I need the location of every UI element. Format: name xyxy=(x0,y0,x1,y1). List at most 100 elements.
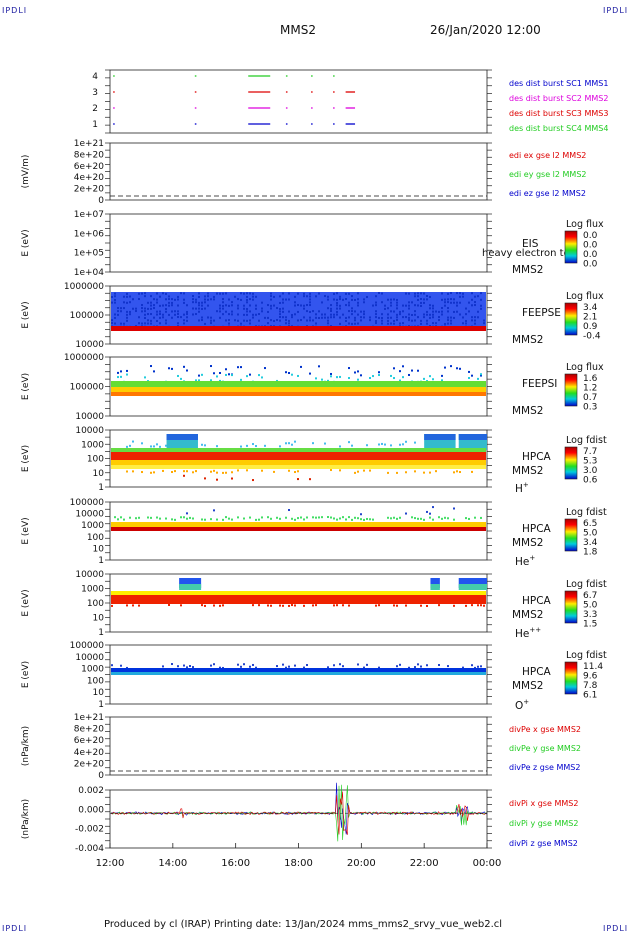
hpca-he-sparse xyxy=(336,518,338,521)
legend-label: des dist burst SC4 MMS4 xyxy=(509,124,608,133)
feepse-noise xyxy=(393,310,395,313)
corner-label-top-left: IPDLI xyxy=(2,6,28,15)
hpca-he-sparse xyxy=(117,518,119,521)
hpca-o-sparse xyxy=(162,665,164,668)
feepse-noise xyxy=(282,301,284,304)
feepse-noise xyxy=(456,292,458,295)
x-tick-label: 18:00 xyxy=(284,858,313,869)
hpca-o-sparse xyxy=(366,663,368,666)
feepsi-sparse xyxy=(285,371,287,374)
feepse-noise xyxy=(336,298,338,301)
hpca-he-sparse xyxy=(429,512,431,515)
feepse-noise xyxy=(207,304,209,307)
feepsi-sparse xyxy=(399,379,401,382)
hpca-h-patch xyxy=(424,434,456,440)
hpca-o-sparse xyxy=(183,664,185,667)
hpca-h-sparse xyxy=(186,470,188,473)
x-tick-label: 12:00 xyxy=(96,858,125,869)
hpca-h-sparse xyxy=(231,477,233,480)
hpca-h-sparse xyxy=(294,471,296,474)
feepse-noise xyxy=(345,298,347,301)
legend-label: divPi z gse MMS2 xyxy=(509,839,578,848)
hpca-he-sparse xyxy=(441,517,443,520)
y-tick-label: 1 xyxy=(98,628,104,638)
feepse-noise xyxy=(162,304,164,307)
feepse-noise xyxy=(270,307,272,310)
hpca-hepp-sparse xyxy=(219,604,221,607)
hpca-o-sparse xyxy=(480,665,482,668)
feepse-noise xyxy=(270,292,272,295)
feepse-noise xyxy=(444,301,446,304)
y-tick-label: 100 xyxy=(87,676,104,686)
feepse-noise xyxy=(177,322,179,325)
feepse-noise xyxy=(249,319,251,322)
feepsi-sparse xyxy=(153,370,155,373)
hpca-he-sparse xyxy=(411,516,413,519)
hpca-h-sparse xyxy=(237,469,239,472)
feepse-noise xyxy=(303,304,305,307)
hpca-he-sparse xyxy=(387,516,389,519)
hpca-hepp-sparse xyxy=(483,604,485,607)
feepse-noise xyxy=(339,322,341,325)
feepse-noise xyxy=(234,295,236,298)
feepse-noise xyxy=(426,310,428,313)
feepsi-sparse xyxy=(393,367,395,370)
feepse-noise xyxy=(321,313,323,316)
hpca-h-sparse xyxy=(339,469,341,472)
instrument-label: HPCA xyxy=(522,523,552,535)
feepse-noise xyxy=(252,292,254,295)
hpca-o-sparse xyxy=(126,666,128,669)
hpca-o-band xyxy=(111,668,486,672)
feepsi-sparse xyxy=(456,367,458,370)
feepse-noise xyxy=(285,298,287,301)
feepse-noise xyxy=(177,310,179,313)
feepse-noise xyxy=(348,316,350,319)
feepsi-sparse xyxy=(150,365,152,368)
hpca-h-sparse xyxy=(156,443,158,446)
feepse-noise xyxy=(255,295,257,298)
hpca-he-sparse xyxy=(453,507,455,510)
colorbar-title: Log fdist xyxy=(566,507,607,518)
feepse-noise xyxy=(465,313,467,316)
feepsi-sparse xyxy=(210,379,212,382)
feepse-noise xyxy=(363,310,365,313)
feepse-noise xyxy=(195,301,197,304)
feepsi-sparse xyxy=(393,377,395,380)
hpca-h-sparse xyxy=(192,471,194,474)
feepse-noise xyxy=(174,298,176,301)
feepse-noise xyxy=(144,295,146,298)
feepse-noise xyxy=(309,301,311,304)
hpca-h-sparse xyxy=(141,471,143,474)
hpca-he-sparse xyxy=(303,518,305,521)
feepse-noise xyxy=(414,319,416,322)
hpca-h-sparse xyxy=(366,444,368,447)
hpca-h-sparse xyxy=(288,469,290,472)
feepse-noise xyxy=(114,292,116,295)
hpca-he-sparse xyxy=(213,509,215,512)
feepse-noise xyxy=(303,316,305,319)
legend-label: des dist burst SC2 MMS2 xyxy=(509,94,608,103)
feepsi-sparse xyxy=(423,377,425,380)
hpca-h-sparse xyxy=(435,470,437,473)
feepse-noise xyxy=(405,292,407,295)
feepsi-sparse xyxy=(297,374,299,377)
hpca-he-sparse xyxy=(228,517,230,520)
feepse-noise xyxy=(291,313,293,316)
feepse-noise xyxy=(417,295,419,298)
feepse-noise xyxy=(153,304,155,307)
hpca-h-sparse xyxy=(414,470,416,473)
feepsi-sparse xyxy=(408,373,410,376)
feepse-noise xyxy=(327,295,329,298)
hpca-o-sparse xyxy=(306,664,308,667)
hpca-o-sparse xyxy=(447,665,449,668)
feepse-noise xyxy=(369,319,371,322)
feepse-noise xyxy=(123,295,125,298)
hpca-h-sparse xyxy=(210,470,212,473)
feepsi-sparse xyxy=(228,373,230,376)
feepse-noise xyxy=(114,313,116,316)
feepse-noise xyxy=(183,301,185,304)
hpca-hepp-sparse xyxy=(438,604,440,607)
feepse-noise xyxy=(180,292,182,295)
feepse-noise xyxy=(177,316,179,319)
feepse-noise xyxy=(126,295,128,298)
